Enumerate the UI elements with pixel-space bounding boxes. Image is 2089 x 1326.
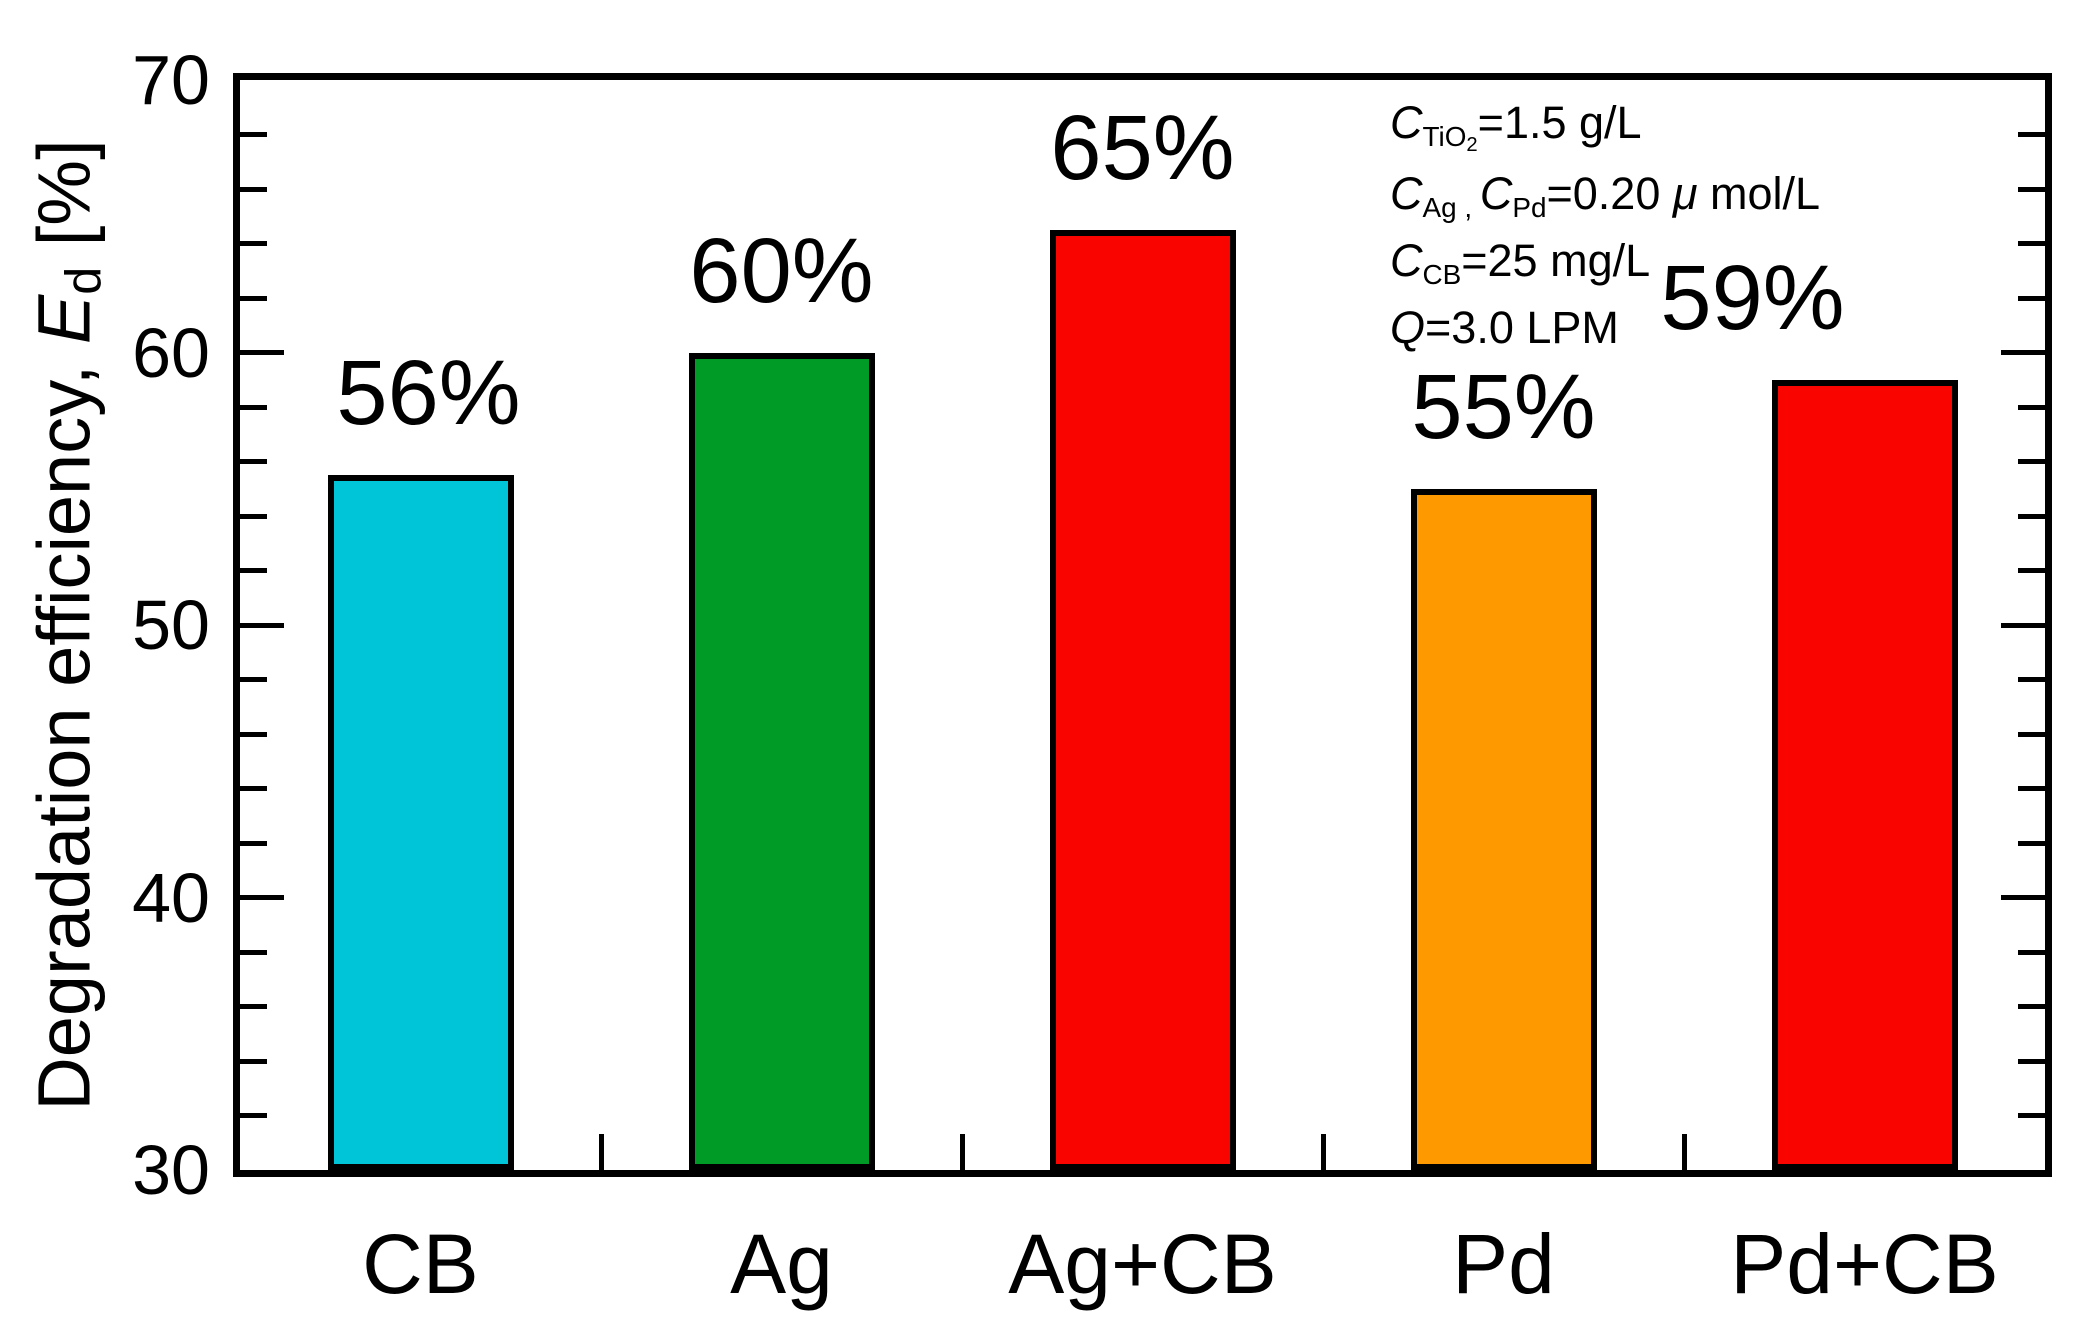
y-major-tick [240, 895, 284, 900]
y-minor-tick [2018, 949, 2045, 955]
y-minor-tick [2018, 840, 2045, 846]
annotation-segment: =25 mg/L [1461, 235, 1651, 286]
y-minor-tick [240, 1113, 267, 1118]
annotation-segment: C [1390, 235, 1423, 286]
y-minor-tick [240, 949, 267, 955]
annotation-line: CCB=25 mg/L [1390, 230, 1820, 297]
x-category-label: Ag+CB [1008, 1217, 1277, 1311]
y-major-tick [240, 350, 284, 355]
y-minor-tick [240, 568, 267, 573]
annotation-segment: CB [1422, 258, 1462, 290]
annotation-segment: =3.0 LPM [1425, 302, 1619, 353]
y-minor-tick [240, 786, 267, 791]
plot-area: 30 40 50 60 70 56% CB 60% Ag 65% Ag+CB 55% Pd 59% Pd+C… [132, 45, 2052, 1311]
annotation-segment: , [1456, 191, 1480, 223]
y-major-tick [2001, 622, 2045, 628]
y-minor-tick [2018, 186, 2045, 192]
y-minor-tick [2018, 132, 2045, 137]
bar-ag-cb [1049, 229, 1236, 1170]
y-minor-tick [240, 186, 267, 192]
x-category-label: Pd+CB [1730, 1217, 1999, 1311]
y-tick-label: 60 [132, 313, 210, 392]
y-tick-label: 50 [132, 586, 210, 664]
y-minor-tick [240, 677, 267, 682]
annotation-segment: TiO [1422, 120, 1467, 152]
annotation-segment: =0.20 [1546, 168, 1673, 219]
y-major-tick [2001, 895, 2045, 900]
annotation-line: CTiO2=1.5 g/L [1390, 92, 1820, 163]
annotation-segment: Pd [1512, 191, 1547, 223]
y-minor-tick [2018, 404, 2045, 410]
y-minor-tick [240, 1004, 267, 1009]
x-category-label: Pd [1452, 1217, 1555, 1311]
x-boundary-tick [598, 1134, 604, 1170]
y-minor-tick [240, 731, 267, 737]
x-boundary-tick [959, 1134, 965, 1170]
bar-value-label: 59% [1660, 246, 1845, 349]
bar-value-label: 60% [689, 219, 874, 322]
y-minor-tick [2018, 1058, 2045, 1064]
y-minor-tick [2018, 731, 2045, 737]
y-minor-tick [2018, 459, 2045, 464]
annotation-segment: C [1479, 168, 1513, 219]
y-major-tick [240, 622, 284, 628]
bar-pd-cb [1771, 379, 1958, 1170]
y-axis-title-prefix: Degradation efficiency, [22, 344, 106, 1111]
y-major-tick [2001, 350, 2045, 355]
y-minor-tick [240, 241, 267, 246]
annotation-segment: C [1390, 168, 1423, 219]
annotation-segment: mol/L [1697, 168, 1821, 219]
bar-value-label: 55% [1411, 355, 1596, 458]
x-boundary-tick [1681, 1134, 1687, 1170]
plot-canvas: 30 40 50 60 70 56% CB 60% Ag 65% Ag+CB 55% Pd 59% Pd+C… [132, 45, 2045, 1311]
y-minor-tick [240, 1058, 267, 1064]
annotation-segment: Ag [1422, 191, 1457, 223]
x-category-label: CB [362, 1217, 479, 1311]
y-minor-tick [2018, 513, 2045, 519]
y-minor-tick [240, 513, 267, 519]
bar-cb [327, 475, 514, 1170]
y-minor-tick [2018, 786, 2045, 791]
y-minor-tick [240, 459, 267, 464]
bar-value-label: 65% [1050, 96, 1235, 199]
y-axis-title-suffix: [%] [22, 139, 106, 267]
y-minor-tick [2018, 677, 2045, 682]
annotation-segment: 2 [1466, 133, 1478, 156]
y-tick-label: 30 [132, 1131, 210, 1209]
y-minor-tick [2018, 241, 2045, 246]
annotation-line: CAg , CPd=0.20 μ mol/L [1390, 163, 1820, 230]
annotation-line: Q=3.0 LPM [1390, 297, 1820, 358]
y-minor-tick [240, 295, 267, 301]
y-tick-label: 40 [132, 858, 210, 937]
y-minor-tick [240, 404, 267, 410]
y-minor-tick [240, 132, 267, 137]
x-boundary-tick [1320, 1134, 1326, 1170]
y-minor-tick [2018, 1113, 2045, 1118]
y-tick-label: 70 [132, 41, 210, 119]
y-minor-tick [2018, 568, 2045, 573]
annotation-segment: C [1390, 97, 1423, 148]
bar-ag [688, 352, 875, 1170]
annotation-segment: μ [1672, 168, 1698, 219]
y-minor-tick [240, 840, 267, 846]
y-axis-title-subscript: d [54, 266, 112, 295]
annotation-segment: Q [1390, 302, 1426, 353]
y-minor-tick [2018, 295, 2045, 301]
y-minor-tick [2018, 1004, 2045, 1009]
bar-value-label: 56% [336, 342, 521, 445]
annotation-segment: =1.5 g/L [1477, 97, 1642, 148]
x-category-label: Ag [730, 1217, 833, 1311]
annotation-box: CTiO2=1.5 g/L CAg , CPd=0.20 μ mol/L CCB=2… [1390, 92, 1820, 358]
bar-pd [1410, 488, 1597, 1170]
